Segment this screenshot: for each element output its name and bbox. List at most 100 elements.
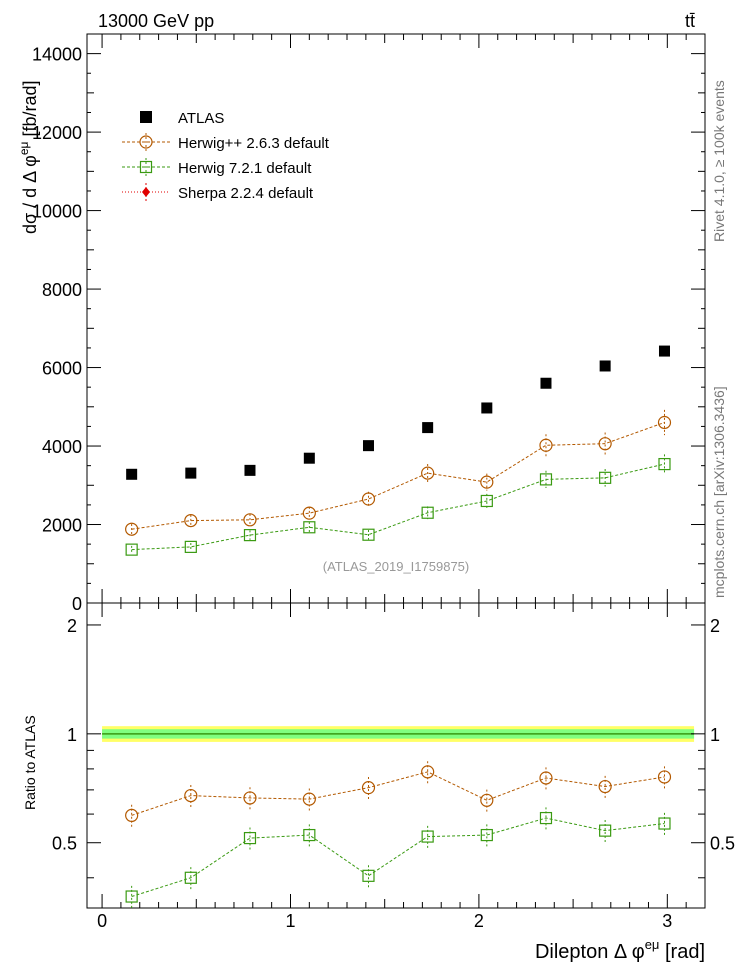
- ratio-y-axis: 0.5 0.5 1 1 2 2: [52, 616, 735, 879]
- data-point: [184, 540, 197, 553]
- y-tick-label: 4000: [42, 437, 82, 457]
- y-tick-label: 12000: [32, 123, 82, 143]
- data-point: [539, 811, 553, 825]
- data-point: [539, 771, 553, 785]
- data-point: [362, 528, 375, 541]
- data-point: [125, 808, 139, 823]
- ratio-y-tick-label-right: 0.5: [710, 834, 735, 854]
- legend: ATLAS Herwig++ 2.6.3 default Herwig 7.2.1 …: [122, 110, 330, 202]
- data-point: [302, 792, 316, 806]
- data-point: [480, 494, 493, 508]
- main-y-label-unit: [fb/rad]: [20, 81, 40, 142]
- series-herwigpp: [125, 761, 672, 827]
- data-point: [139, 135, 153, 149]
- ratio-uncertainty-band: [102, 726, 695, 742]
- data-point: [658, 345, 670, 357]
- legend-label: Herwig 7.2.1 default: [178, 160, 312, 177]
- ratio-frame: [86, 602, 706, 909]
- data-point: [139, 160, 153, 174]
- data-point: [480, 828, 493, 842]
- legend-item-sherpa: Sherpa 2.2.4 default: [122, 183, 314, 202]
- y-tick-label: 0: [72, 594, 82, 614]
- series-line: [131, 771, 665, 816]
- main-panel: 0 2000 4000 6000 8000 10000 12000 14000 (ATLAS_…: [17, 33, 706, 614]
- data-point: [599, 824, 612, 837]
- data-point: [125, 522, 139, 536]
- legend-item-atlas: ATLAS: [140, 110, 224, 127]
- mcplots-label: mcplots.cern.ch [arXiv:1306.3436]: [711, 386, 727, 598]
- x-tick-label: 0: [97, 911, 107, 931]
- ratio-y-tick-label-right: 1: [710, 725, 720, 745]
- data-point: [421, 466, 435, 480]
- data-point: [422, 422, 434, 434]
- ratio-y-tick-label: 2: [67, 616, 77, 636]
- data-point: [540, 377, 552, 389]
- ratio-x-axis: 0 1 2 3: [97, 603, 706, 931]
- data-point: [243, 529, 257, 542]
- ratio-y-tick-label: 1: [67, 725, 77, 745]
- data-point: [658, 457, 671, 471]
- y-tick-label: 10000: [32, 202, 82, 222]
- data-point: [184, 513, 198, 528]
- data-point: [243, 513, 257, 527]
- data-point: [125, 890, 138, 903]
- legend-label: Sherpa 2.2.4 default: [178, 185, 314, 202]
- series-herwigpp: [125, 409, 672, 536]
- series-line: [131, 817, 665, 898]
- data-point: [244, 464, 256, 476]
- data-point: [125, 543, 138, 556]
- ratio-y-tick-label-right: 2: [710, 616, 720, 636]
- y-tick-label: 6000: [42, 359, 82, 379]
- series-line: [131, 422, 665, 530]
- data-point: [480, 793, 494, 807]
- data-point: [361, 492, 376, 506]
- data-point: [361, 781, 376, 795]
- ratio-y-tick-label: 0.5: [52, 834, 77, 854]
- y-tick-label: 2000: [42, 516, 82, 536]
- series-line: [131, 463, 665, 551]
- legend-label: ATLAS: [178, 110, 224, 127]
- x-tick-label: 2: [474, 911, 484, 931]
- data-point: [302, 506, 316, 520]
- legend-marker: [140, 111, 152, 123]
- x-axis-label-unit: [rad]: [659, 941, 705, 963]
- data-point: [658, 817, 671, 830]
- legend-label: Herwig++ 2.6.3 default: [178, 135, 330, 152]
- data-point: [539, 438, 553, 452]
- ratio-y-label: Ratio to ATLAS: [22, 715, 38, 810]
- main-x-axis: [101, 34, 706, 603]
- ratio-series: [125, 761, 672, 908]
- data-point: [598, 437, 612, 451]
- data-point: [185, 467, 197, 479]
- data-point: [303, 452, 315, 464]
- data-point: [599, 471, 612, 484]
- data-point: [303, 521, 316, 534]
- process-label: tt̄: [685, 11, 695, 31]
- data-point: [362, 869, 375, 882]
- y-tick-label: 14000: [32, 45, 82, 65]
- data-point: [243, 791, 257, 805]
- data-point: [657, 770, 672, 784]
- x-axis-label: Dilepton Δ φeμ [rad]: [535, 937, 705, 963]
- x-axis-label-text: Dilepton Δ φ: [535, 941, 645, 963]
- main-series: [125, 345, 672, 556]
- data-point: [657, 415, 672, 430]
- energy-label: 13000 GeV pp: [98, 11, 214, 31]
- main-y-axis: 0 2000 4000 6000 8000 10000 12000 14000: [32, 45, 705, 614]
- main-y-label: dσ / d Δ φeμ [fb/rad]: [17, 81, 40, 234]
- series-herwig7: [125, 454, 671, 556]
- data-point: [480, 475, 494, 489]
- data-point: [481, 402, 493, 414]
- data-point: [362, 440, 374, 452]
- x-tick-label: 1: [285, 911, 295, 931]
- watermark: (ATLAS_2019_I1759875): [323, 559, 469, 574]
- legend-item-herwigpp: Herwig++ 2.6.3 default: [122, 133, 330, 152]
- data-point: [598, 779, 612, 794]
- data-point: [421, 830, 434, 843]
- data-point: [599, 360, 611, 372]
- series-atlas: [126, 345, 670, 480]
- series-herwig7: [125, 807, 671, 908]
- ratio-panel: 0.5 0.5 1 1 2 2 0 1 2 3 Ratio to ATLAS Dilepton …: [22, 602, 735, 963]
- data-point: [126, 468, 138, 480]
